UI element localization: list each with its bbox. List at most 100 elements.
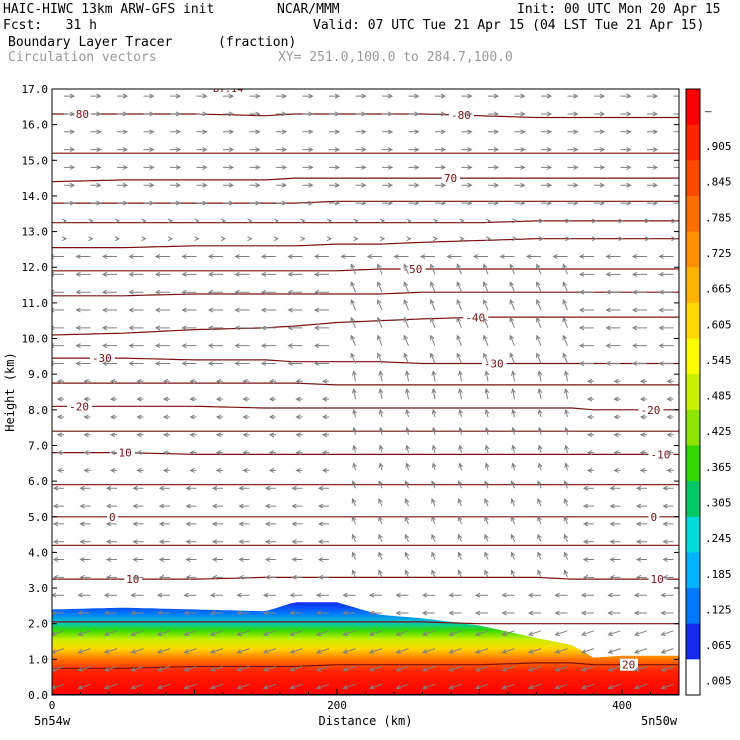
- vector-arrow: [666, 396, 674, 402]
- vector-arrow: [350, 281, 356, 293]
- contour-label-bg: [481, 357, 507, 370]
- vector-arrow: [527, 592, 541, 598]
- vector-arrow: [484, 462, 490, 471]
- vector-arrow: [403, 281, 409, 293]
- vector-arrow: [114, 236, 121, 242]
- vector-arrow: [509, 352, 515, 364]
- vector-arrow: [321, 378, 329, 384]
- contour-label-bg: [107, 510, 118, 523]
- vector-arrow: [501, 683, 515, 690]
- vector-arrow: [276, 147, 288, 153]
- y-tick-label: 13.0: [22, 226, 49, 239]
- vector-arrow: [117, 164, 129, 170]
- vector-arrow: [64, 93, 76, 99]
- vector-arrow: [421, 592, 435, 598]
- vector-arrow: [580, 592, 594, 598]
- colorbar-label: .125: [705, 603, 732, 616]
- vector-arrow: [431, 408, 437, 418]
- vector-arrow: [105, 485, 117, 491]
- vector-arrow: [234, 307, 250, 313]
- vector-arrow: [631, 325, 647, 331]
- vector-arrow: [578, 361, 594, 366]
- vector-arrow: [211, 485, 223, 491]
- colorbar-swatch: [686, 623, 700, 660]
- vector-arrow: [64, 111, 76, 117]
- vector-arrow: [103, 610, 117, 616]
- vector-arrow: [537, 444, 543, 453]
- vector-arrow: [209, 610, 223, 616]
- vector-arrow: [262, 666, 277, 672]
- vector-arrow: [408, 164, 420, 170]
- vector-arrow: [618, 218, 624, 224]
- colorbar-swatch: [686, 124, 700, 161]
- vector-arrow: [52, 592, 64, 598]
- vector-arrow: [613, 467, 621, 473]
- vector-arrow: [662, 503, 674, 509]
- vector-arrow: [291, 485, 303, 491]
- vector-arrow: [671, 218, 677, 224]
- vector-arrow: [554, 648, 568, 654]
- vector-arrow: [607, 666, 621, 672]
- vector-arrow: [189, 414, 197, 420]
- vector-arrow: [578, 289, 594, 295]
- vector-arrow: [181, 254, 197, 259]
- vector-arrow: [631, 343, 647, 349]
- y-tick-label: 14.0: [22, 190, 49, 203]
- vector-arrow: [488, 164, 500, 170]
- vector-arrow: [456, 334, 462, 346]
- vector-arrow: [83, 450, 91, 456]
- vector-arrow: [431, 533, 436, 542]
- vector-arrow: [511, 462, 517, 471]
- vector-arrow: [378, 444, 384, 453]
- vector-arrow: [488, 93, 500, 99]
- vector-arrow: [537, 515, 542, 525]
- vector-arrow: [196, 111, 208, 117]
- vector-arrow: [658, 289, 674, 295]
- vector-arrow: [644, 218, 651, 224]
- vector-arrow: [378, 426, 384, 435]
- vector-arrow: [536, 281, 542, 293]
- vector-arrow: [430, 352, 436, 364]
- vector-arrow: [79, 557, 91, 562]
- vector-arrow: [510, 480, 516, 489]
- vector-arrow: [130, 630, 144, 636]
- colorbar-swatch: [686, 302, 700, 340]
- vector-arrow: [459, 218, 465, 224]
- vector-arrow: [141, 236, 147, 242]
- vector-arrow: [156, 648, 171, 654]
- vector-arrow: [56, 414, 64, 420]
- vector-arrow: [260, 307, 276, 313]
- vector-arrow: [435, 164, 447, 170]
- vector-arrow: [156, 666, 171, 672]
- vector-arrow: [459, 236, 465, 242]
- vector-arrow: [395, 610, 409, 616]
- vector-arrow: [563, 388, 569, 400]
- vector-arrow: [554, 666, 568, 672]
- vector-arrow: [403, 334, 409, 346]
- y-tick-label: 2.0: [28, 618, 48, 631]
- vector-arrow: [563, 370, 569, 382]
- vector-arrow: [564, 408, 570, 418]
- vector-arrow: [207, 289, 223, 295]
- vector-arrow: [268, 414, 276, 420]
- vector-arrow: [313, 271, 329, 277]
- vector-arrow: [117, 200, 129, 206]
- vector-arrow: [183, 666, 197, 672]
- vector-arrow: [461, 111, 473, 117]
- vector-arrow: [562, 352, 568, 364]
- vector-arrow: [75, 343, 91, 349]
- vector-arrow: [351, 569, 357, 578]
- contour-line: [52, 177, 679, 183]
- vector-arrow: [317, 521, 329, 527]
- vector-arrow: [353, 236, 359, 242]
- vector-arrow: [329, 129, 341, 135]
- vector-arrow: [514, 129, 526, 135]
- vector-arrow: [395, 592, 409, 598]
- vector-arrow: [130, 683, 144, 690]
- vector-arrow: [658, 343, 674, 349]
- vector-arrow: [408, 147, 420, 153]
- vector-arrow: [101, 361, 117, 366]
- vector-arrow: [537, 533, 542, 542]
- vector-arrow: [162, 396, 170, 402]
